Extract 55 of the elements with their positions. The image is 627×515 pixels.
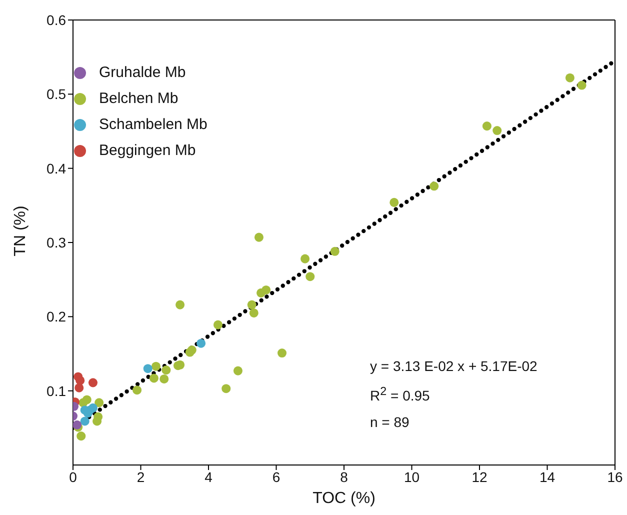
point (247, 300, 256, 310)
point (149, 374, 158, 383)
point (162, 366, 171, 375)
point (390, 198, 399, 207)
x-axis-title: TOC (%) (312, 490, 376, 508)
annotation: n = 89 (370, 412, 410, 432)
point (88, 378, 98, 388)
annotation: R$^{2}$ = 0.95 (370, 384, 431, 406)
point (430, 182, 439, 191)
y-tick-label: 0.5 (46, 86, 66, 102)
x-tick-label: 0 (69, 468, 78, 485)
point (300, 254, 310, 264)
legend-label: Belchen Mb (99, 89, 178, 109)
y-tick-label: 0.3 (46, 234, 66, 250)
y-tick-label: 0.4 (46, 160, 66, 176)
point (76, 432, 86, 441)
point (143, 364, 152, 374)
point (196, 338, 206, 348)
point (94, 398, 104, 408)
x-tick-label: 6 (272, 468, 280, 485)
legend-label: Gruhalde Mb (99, 63, 186, 83)
x-tick-label: 16 (607, 468, 623, 485)
point (213, 320, 222, 330)
point (160, 374, 169, 384)
point (76, 376, 85, 385)
x-tick-label: 4 (204, 468, 213, 485)
point (277, 348, 287, 358)
y-tick-label: 0.6 (46, 12, 66, 28)
annotation: y = 3.13 E-02 x + 5.17E-02 (370, 357, 538, 376)
x-tick-label: 12 (472, 468, 488, 485)
x-tick-label: 2 (136, 468, 145, 485)
point (577, 80, 586, 90)
x-tick-label: 10 (404, 468, 420, 485)
point (74, 383, 84, 392)
y-tick-label: 0.1 (46, 382, 66, 399)
point (330, 246, 340, 256)
point (565, 73, 574, 82)
legend-label: Beggingen Mb (99, 141, 196, 161)
point (492, 126, 502, 136)
x-tick-label: 14 (539, 468, 556, 485)
point (132, 386, 142, 395)
point (254, 232, 264, 242)
point (233, 366, 242, 376)
legend-label: Schambelen Mb (99, 115, 208, 135)
y-tick-label: 0.2 (46, 308, 66, 325)
point (256, 288, 266, 298)
x-tick-label: 8 (340, 468, 348, 485)
point (151, 362, 161, 371)
y-axis-title: TN (%) (12, 204, 30, 258)
point (306, 272, 315, 282)
point (482, 122, 492, 131)
point (176, 300, 185, 310)
point (80, 416, 90, 426)
point (222, 384, 231, 394)
point (249, 308, 258, 318)
